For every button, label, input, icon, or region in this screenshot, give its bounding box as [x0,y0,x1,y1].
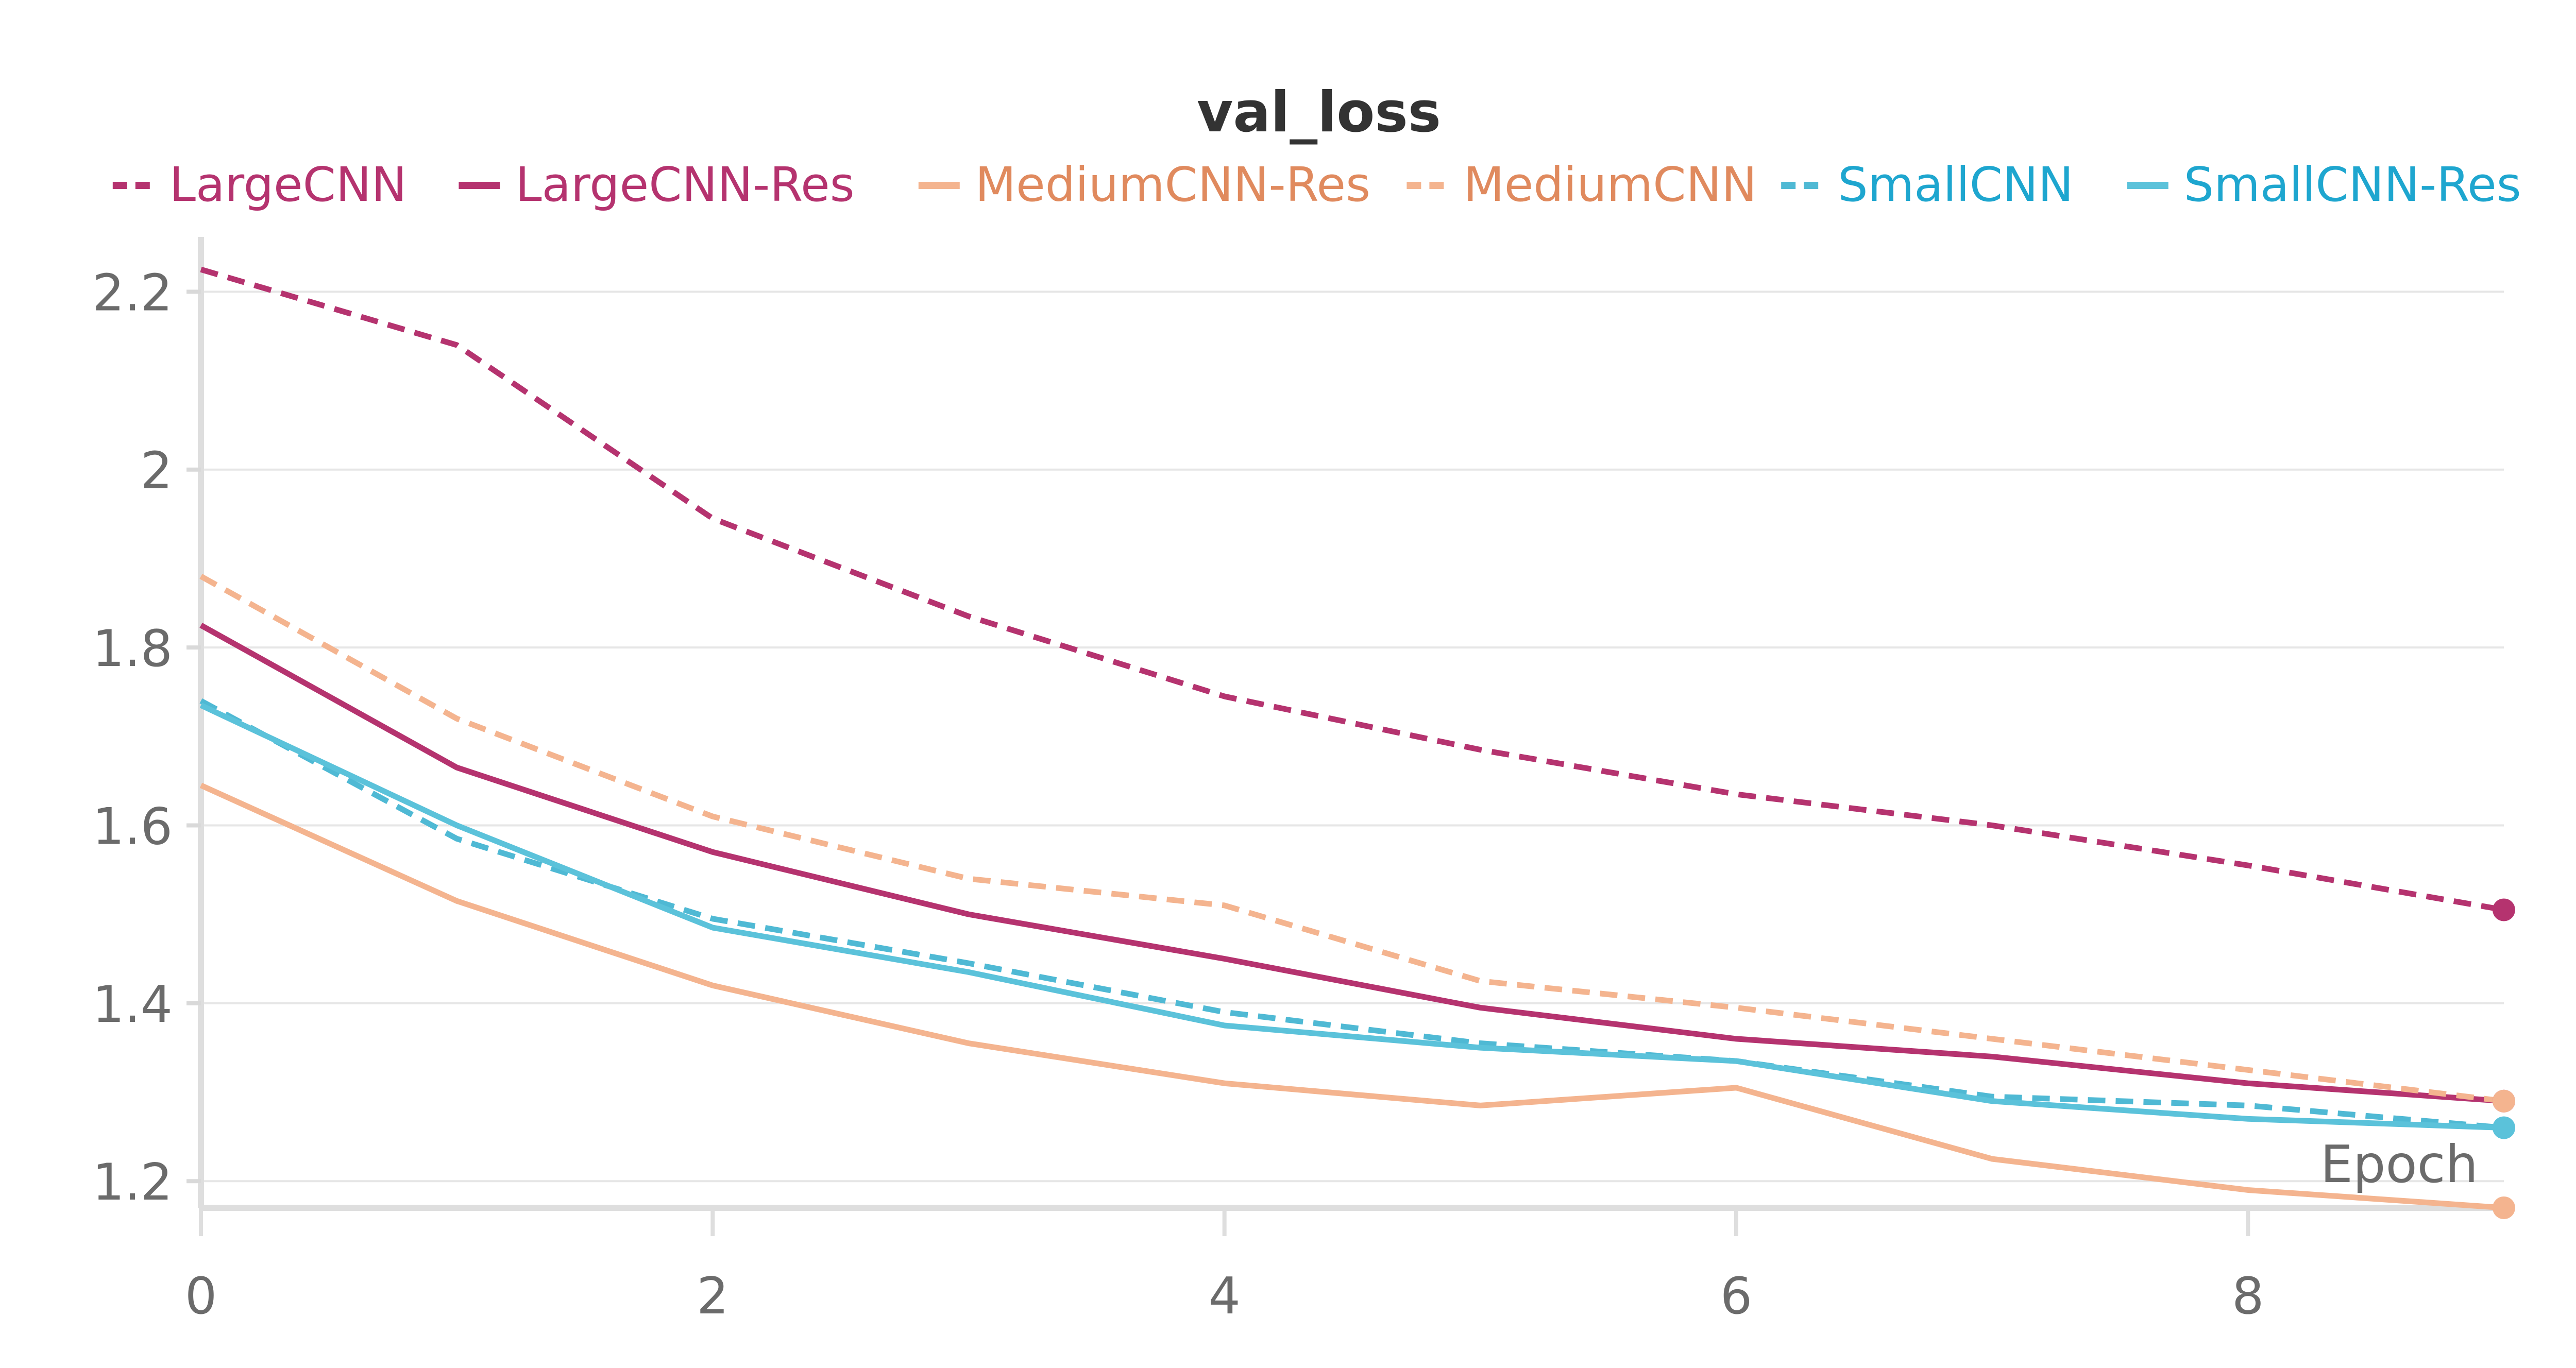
legend-item-largecnn[interactable]: LargeCNN [112,157,407,212]
legend-label: MediumCNN-Res [975,157,1370,212]
legend-item-smallcnn[interactable]: SmallCNN [1781,157,2074,212]
series-end-point-mediumcnn [2493,1089,2515,1113]
legend-item-mediumcnn[interactable]: MediumCNN [1406,157,1757,212]
axes [198,237,2504,1211]
series-line-smallcnn-res [199,703,2504,1131]
series-lines [199,266,2504,1211]
series-end-point-smallcnn-res [2493,1116,2515,1139]
x-tick-label: 2 [697,1267,728,1326]
x-tick-label: 4 [1208,1267,1240,1326]
legend-label: SmallCNN [1838,157,2073,212]
series-line-mediumcnn-res [199,782,2504,1211]
legend-label: LargeCNN-Res [515,157,854,212]
series-line-smallcnn [199,698,2504,1131]
series-line-largecnn-res [199,623,2504,1104]
x-axis-label: Epoch [2320,1134,2478,1194]
x-tick-label: 6 [1720,1267,1752,1326]
legend-item-largecnn-res[interactable]: LargeCNN-Res [459,157,855,212]
y-tick-label: 2 [141,442,173,501]
x-tick-label: 0 [185,1267,217,1326]
y-axis-ticks: 1.2 1.4 1.6 1.8 2 2.2 [92,264,201,1212]
series-end-point-largecnn [2493,898,2515,921]
y-tick-label: 2.2 [92,264,173,322]
y-tick-label: 1.2 [92,1153,173,1212]
legend: LargeCNN LargeCNN-Res MediumCNN-Res MediumC… [112,157,2521,212]
grid-lines [201,290,2504,1183]
legend-item-smallcnn-res[interactable]: SmallCNN-Res [2127,157,2521,212]
series-end-point-mediumcnn-res [2493,1196,2515,1219]
series-end-points [2493,898,2515,1219]
legend-label: SmallCNN-Res [2184,157,2521,212]
x-tick-label: 8 [2232,1267,2264,1326]
legend-label: LargeCNN [170,157,407,212]
legend-label: MediumCNN [1463,157,1757,212]
y-tick-label: 1.8 [92,620,173,678]
y-tick-label: 1.4 [92,976,173,1034]
series-line-mediumcnn [199,574,2504,1104]
legend-item-mediumcnn-res[interactable]: MediumCNN-Res [918,157,1370,212]
series-line-largecnn [200,266,2504,913]
x-axis-ticks: 0 2 4 6 8 [185,1208,2264,1326]
y-tick-label: 1.6 [92,797,173,856]
chart-title: val_loss [1197,80,1441,145]
